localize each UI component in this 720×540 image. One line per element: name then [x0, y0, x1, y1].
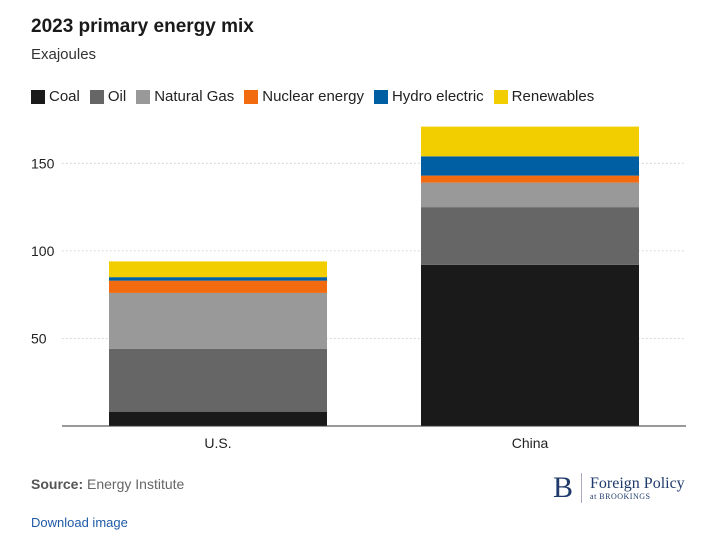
source-text: Energy Institute — [87, 476, 185, 492]
bar-segment-hydro-electric — [421, 156, 639, 176]
y-tick-label: 50 — [31, 330, 47, 346]
legend-swatch — [493, 89, 508, 104]
bar-segment-coal — [109, 411, 327, 426]
bar-segment-oil — [109, 348, 327, 412]
legend-item-nuclear-energy: Nuclear energy — [244, 88, 364, 105]
bar-segment-nuclear-energy — [109, 280, 327, 293]
logo-letter: B — [553, 473, 583, 503]
bar-segment-nuclear-energy — [421, 175, 639, 183]
legend-swatch — [244, 89, 259, 104]
bar-segment-hydro-electric — [109, 277, 327, 281]
logo-name: Foreign Policy — [590, 475, 685, 492]
legend-label: Hydro electric — [391, 88, 484, 105]
stacked-bar-chart: 50 100 150 U.S. China — [31, 126, 686, 451]
download-image-link[interactable]: Download image — [31, 515, 128, 530]
legend-label: Nuclear energy — [262, 88, 364, 105]
legend-item-renewables: Renewables — [493, 88, 595, 105]
brookings-logo[interactable]: B Foreign Policy at BROOKINGS — [553, 473, 685, 503]
legend-label: Renewables — [511, 88, 595, 105]
legend-label: Oil — [107, 88, 127, 105]
bar-segment-coal — [421, 264, 639, 426]
x-category-label: China — [512, 435, 549, 451]
source-label: Source: — [31, 476, 84, 492]
chart-title: 2023 primary energy mix — [31, 16, 254, 37]
legend-swatch — [373, 89, 388, 104]
y-tick-label: 100 — [31, 243, 55, 259]
legend: Coal Oil Natural Gas Nuclear energy Hydro el… — [31, 88, 604, 105]
bar-segment-renewables — [109, 261, 327, 278]
bar-segment-renewables — [421, 126, 639, 157]
logo-sub: at BROOKINGS — [590, 492, 651, 501]
legend-item-hydro-electric: Hydro electric — [373, 88, 484, 105]
legend-swatch — [31, 89, 45, 104]
legend-item-natural-gas: Natural Gas — [136, 88, 234, 105]
chart-subtitle: Exajoules — [31, 46, 97, 63]
legend-swatch — [89, 89, 104, 104]
legend-label: Natural Gas — [154, 88, 235, 105]
legend-label: Coal — [49, 88, 80, 105]
bar-segment-oil — [421, 207, 639, 265]
bar-segment-natural-gas — [421, 182, 639, 208]
bar-segment-natural-gas — [109, 292, 327, 349]
legend-swatch — [136, 89, 151, 104]
y-tick-label: 150 — [31, 155, 55, 171]
x-category-label: U.S. — [204, 435, 231, 451]
legend-item-coal: Coal — [31, 88, 80, 105]
legend-item-oil: Oil — [89, 88, 127, 105]
source-note: Source: Energy Institute — [31, 476, 184, 492]
